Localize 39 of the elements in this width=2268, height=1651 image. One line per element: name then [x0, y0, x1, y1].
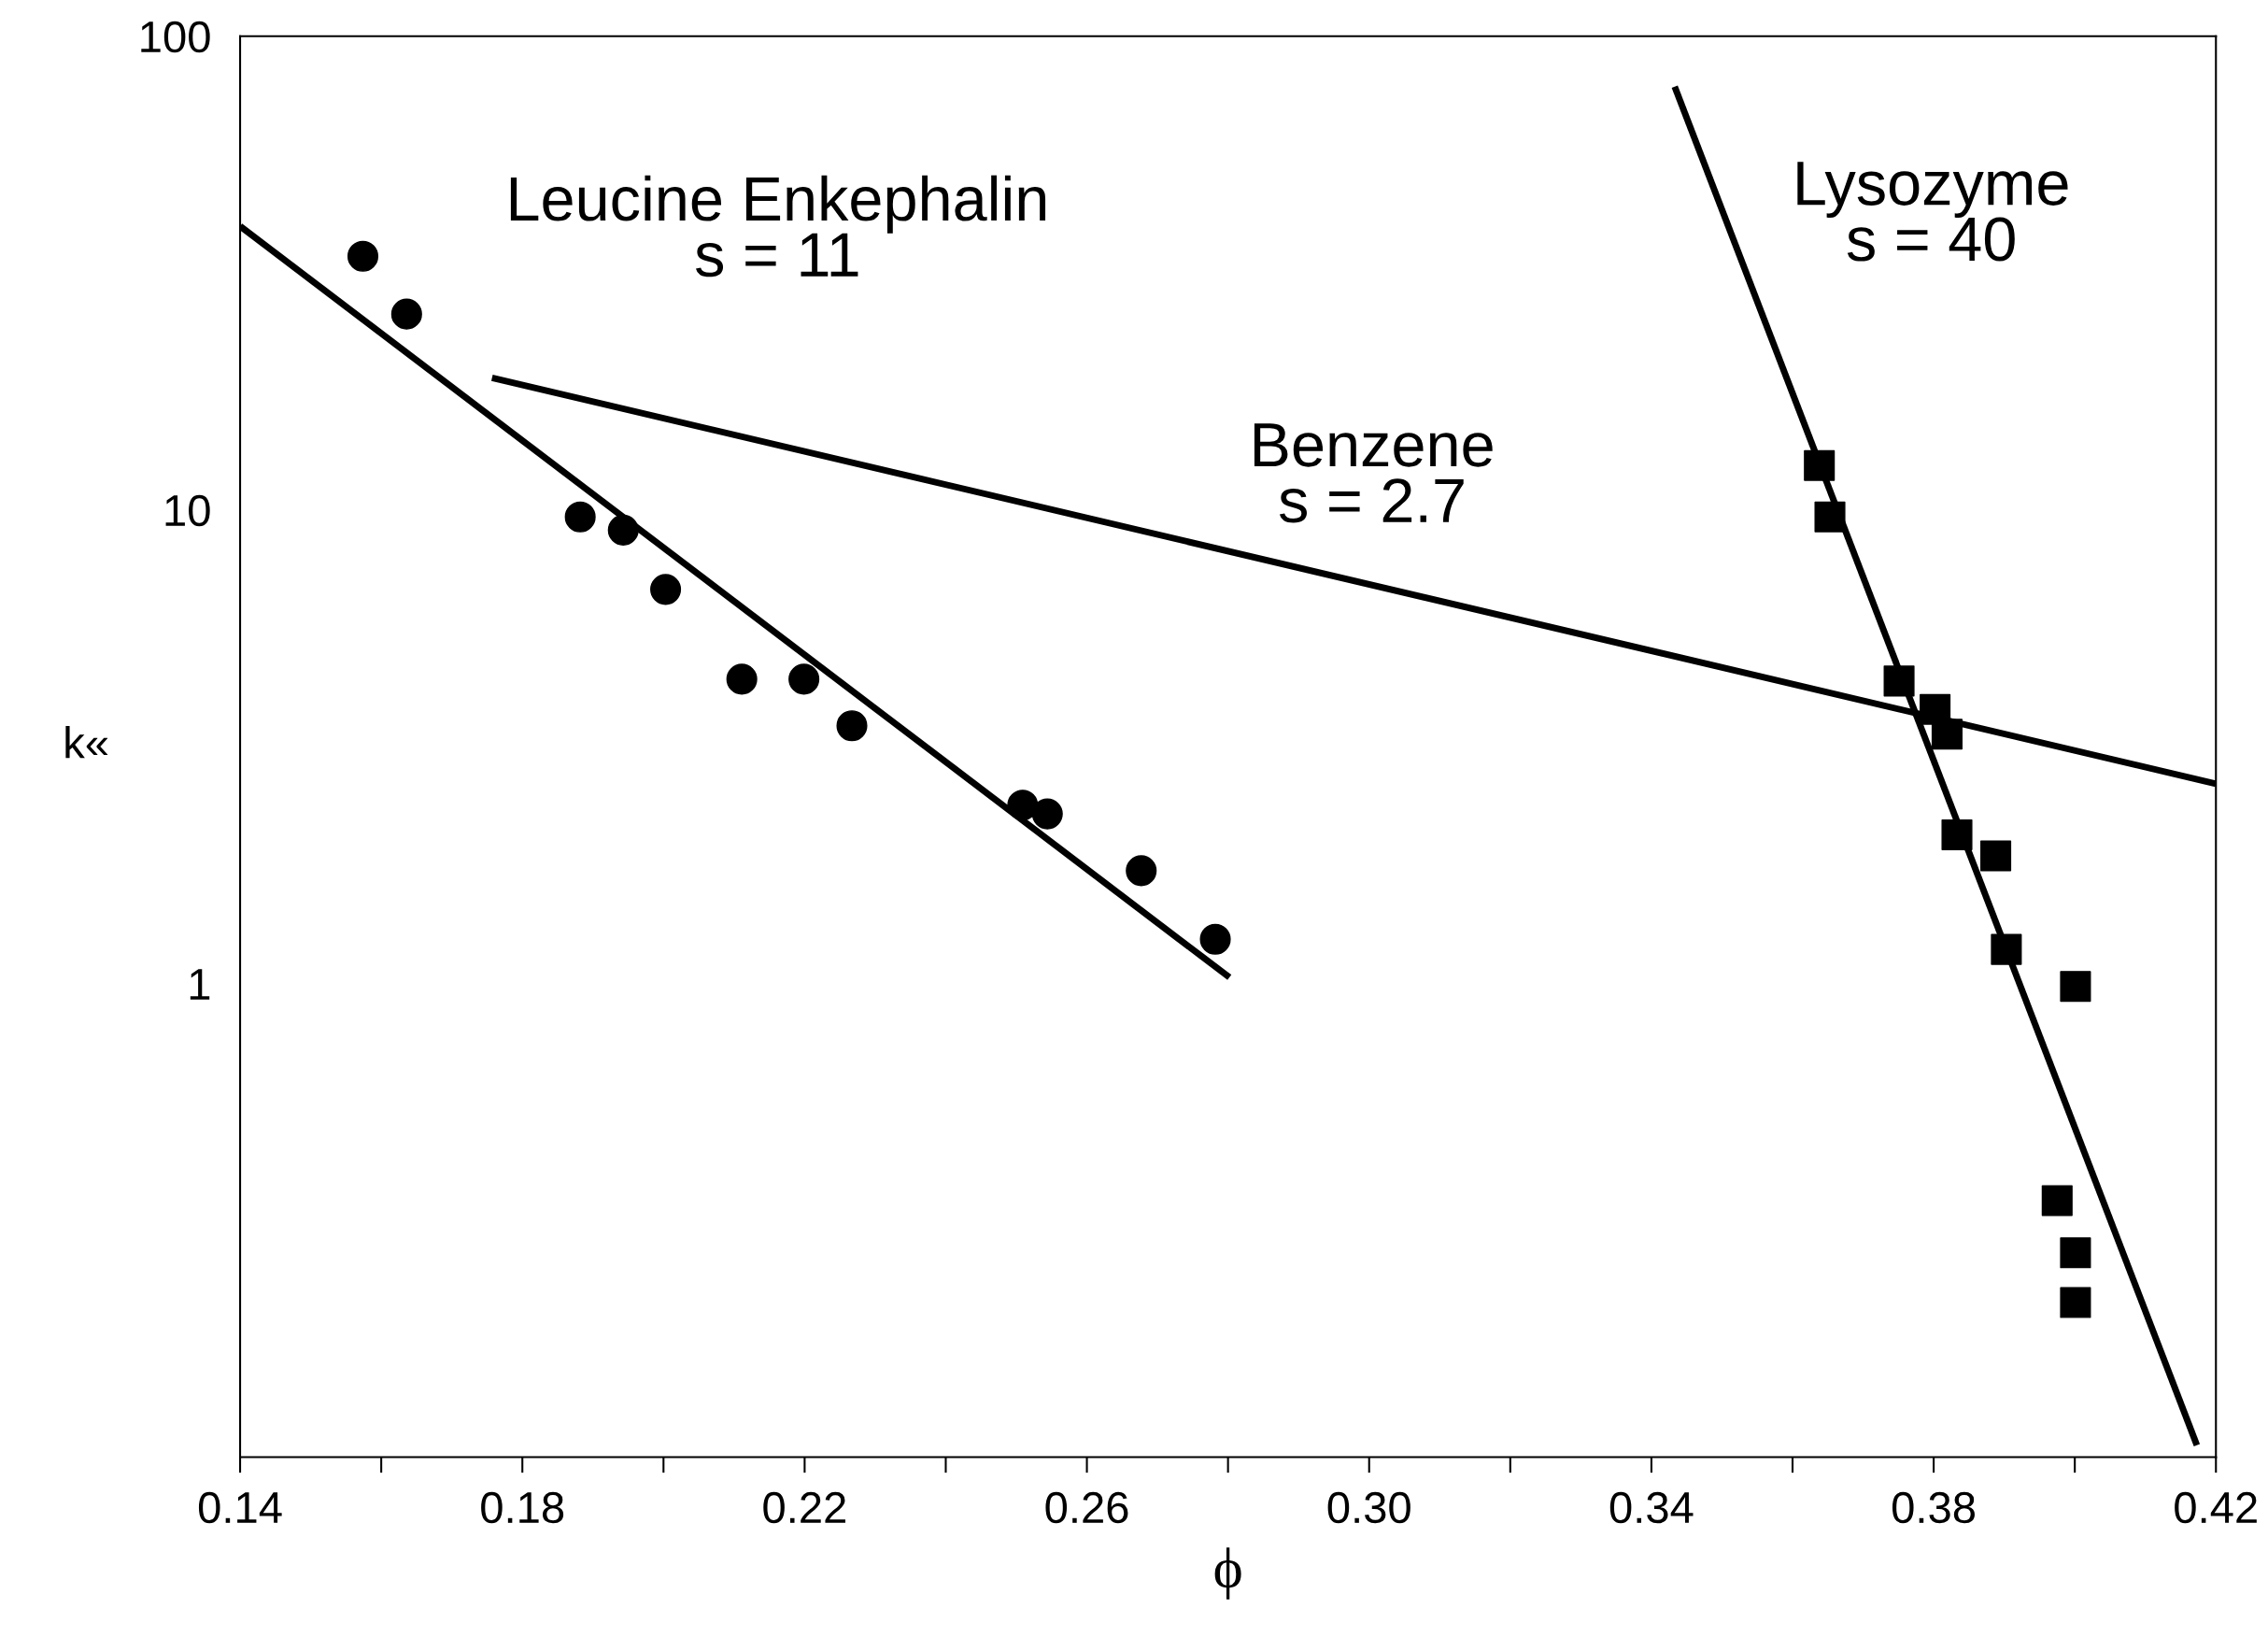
x-tick-label: 0.22: [763, 1491, 845, 1524]
point: [1199, 923, 1231, 955]
x-tick-label: 0.42: [2175, 1491, 2257, 1524]
point: [347, 240, 379, 272]
point: [650, 574, 682, 605]
point: [2060, 1287, 2091, 1318]
annotation: Benzene s = 2.7: [1254, 423, 1493, 523]
point: [1126, 855, 1157, 887]
point: [1804, 449, 1836, 481]
annotation: Lysozyme s = 40: [1797, 162, 2068, 262]
point: [1814, 501, 1846, 533]
point: [2060, 971, 2091, 1003]
point: [2060, 1237, 2091, 1269]
point: [390, 298, 422, 330]
point: [836, 710, 868, 742]
point: [1883, 665, 1915, 697]
y-tick-label: 100: [141, 21, 210, 53]
point: [788, 663, 820, 695]
x-tick-label: 0.38: [1892, 1491, 1975, 1524]
annotation: Leucine Enkephalin s = 11: [510, 175, 1046, 278]
point: [1931, 719, 1963, 750]
x-tick-label: 0.30: [1327, 1491, 1410, 1524]
x-tick-label: 0.26: [1045, 1491, 1128, 1524]
point: [607, 514, 639, 546]
point: [1031, 798, 1063, 830]
x-axis-title: ϕ: [1214, 1547, 1241, 1600]
point: [1991, 933, 2022, 965]
y-axis-title: k«: [65, 726, 108, 759]
x-tick-label: 0.18: [481, 1491, 564, 1524]
point: [1980, 840, 2012, 872]
point: [726, 663, 758, 695]
point: [1007, 790, 1039, 821]
x-tick-label: 0.14: [198, 1491, 282, 1524]
y-tick-label: 1: [190, 969, 210, 1000]
point: [564, 501, 596, 533]
point: [1941, 818, 1973, 850]
point: [2041, 1185, 2073, 1217]
y-tick-label: 10: [165, 494, 210, 527]
x-tick-label: 0.34: [1609, 1491, 1694, 1524]
